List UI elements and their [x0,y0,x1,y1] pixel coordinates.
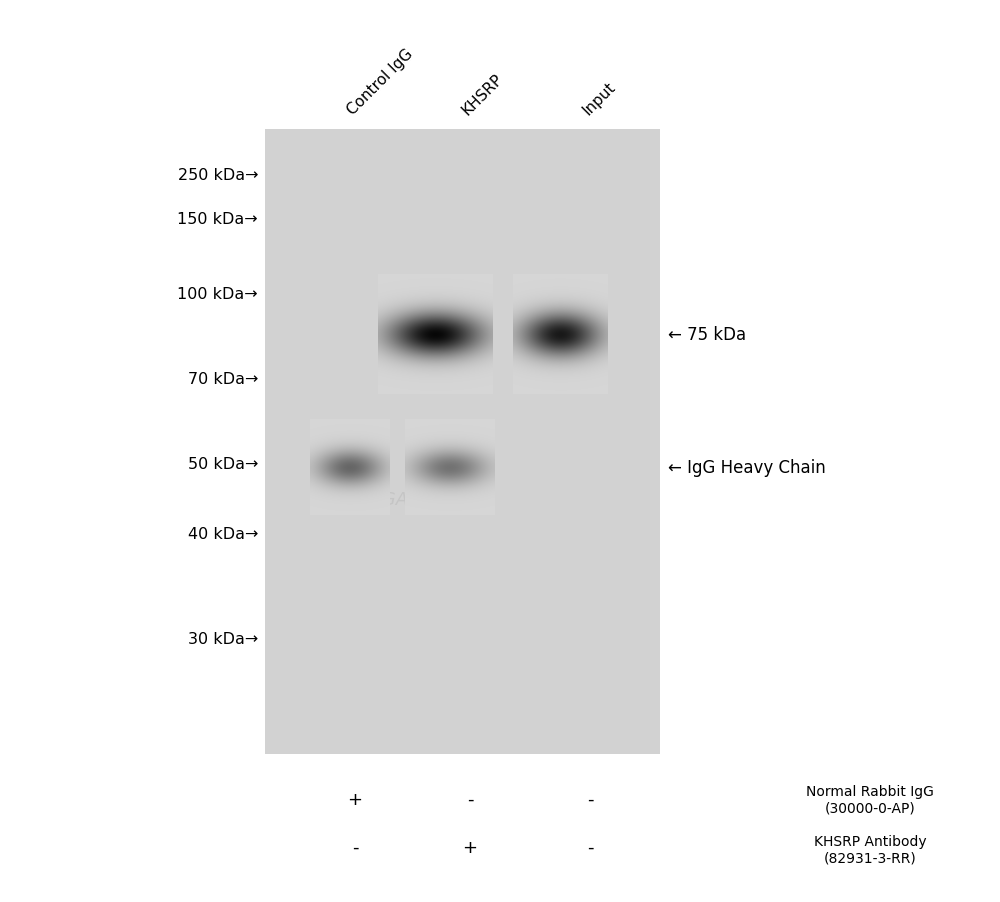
Text: -: - [587,790,593,808]
Text: Control IgG: Control IgG [344,46,416,118]
Text: 150 kDa→: 150 kDa→ [177,212,258,227]
Text: -: - [352,838,358,856]
Text: KHSRP Antibody
(82931-3-RR): KHSRP Antibody (82931-3-RR) [814,834,926,864]
Text: Normal Rabbit IgG
(30000-0-AP): Normal Rabbit IgG (30000-0-AP) [806,784,934,815]
Text: +: + [462,838,478,856]
Text: ← IgG Heavy Chain: ← IgG Heavy Chain [668,458,826,476]
Text: KHSRP: KHSRP [459,71,506,118]
Text: 40 kDa→: 40 kDa→ [188,527,258,542]
Bar [265,130,660,754]
Text: 50 kDa→: 50 kDa→ [188,457,258,472]
Text: 30 kDa→: 30 kDa→ [188,631,258,647]
Text: -: - [587,838,593,856]
Text: 70 kDa→: 70 kDa→ [188,373,258,387]
Text: -: - [467,790,473,808]
Text: 250 kDa→: 250 kDa→ [178,167,258,182]
Text: ← 75 kDa: ← 75 kDa [668,326,746,344]
Text: www.PTGAB.COM: www.PTGAB.COM [311,491,469,509]
Text: +: + [348,790,362,808]
Text: Input: Input [579,79,618,118]
Text: 100 kDa→: 100 kDa→ [177,287,258,302]
